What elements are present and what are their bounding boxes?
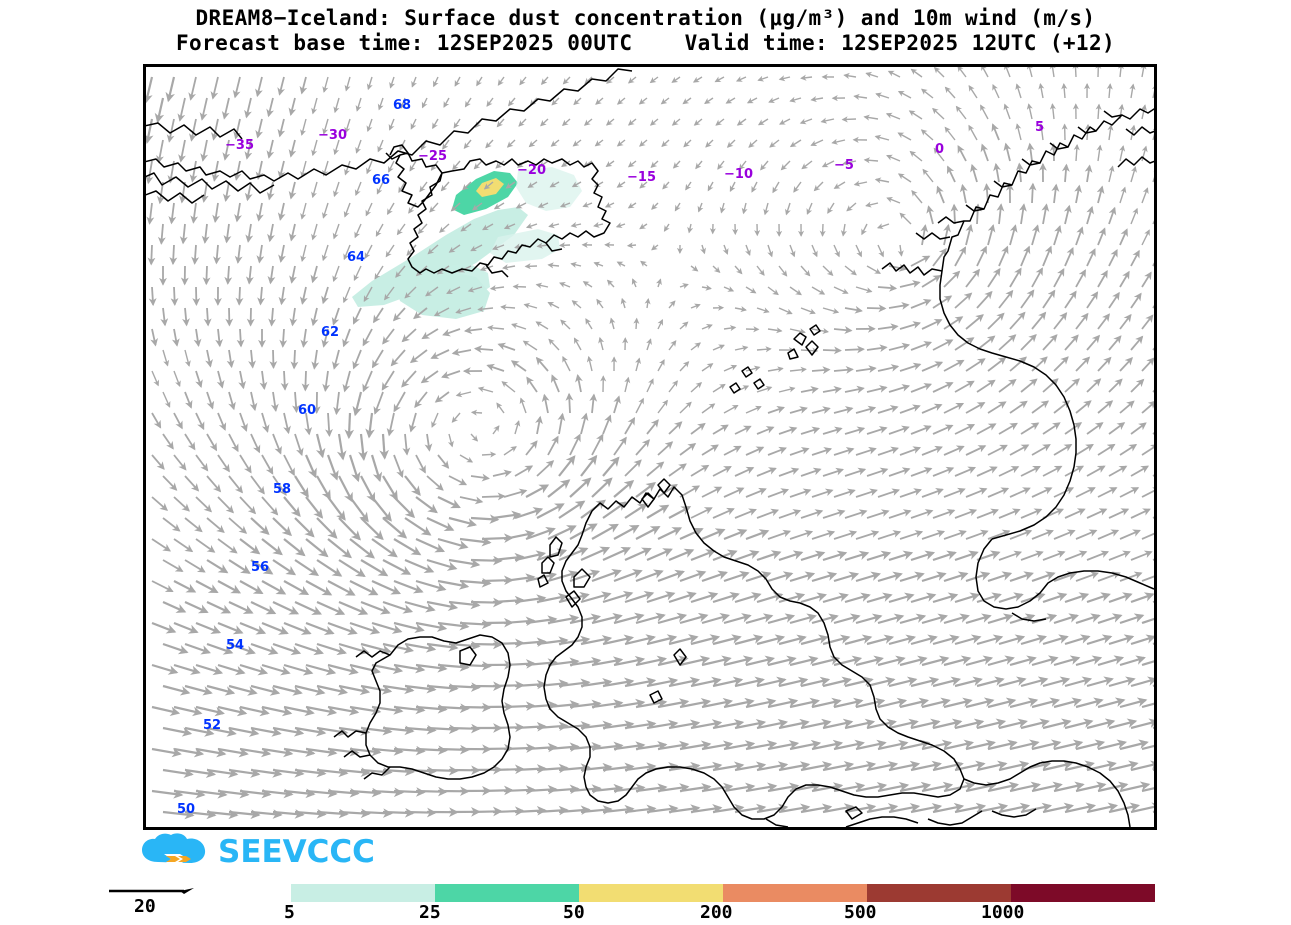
seevccc-logo[interactable]: SEEVCCC	[140, 832, 375, 874]
logo-text: SEEVCCC	[218, 834, 375, 870]
colorbar-tick: 1000	[981, 902, 1025, 923]
title-line-2: Forecast base time: 12SEP2025 00UTC Vali…	[175, 31, 1116, 55]
colorbar-tick: 25	[419, 902, 441, 923]
map-frame[interactable]: −35 −30 −25 −20 −15 −10 −5 0 5 68 66 64 …	[143, 64, 1157, 830]
colorbar-tick: 500	[844, 902, 877, 923]
colorbar-segment-50	[579, 884, 723, 902]
cloud-icon	[142, 833, 206, 864]
wind-vector-field	[146, 67, 1154, 820]
dust-colorbar[interactable]	[291, 884, 1155, 902]
coastline-layer	[146, 68, 1154, 827]
colorbar-segment-500	[867, 884, 1011, 902]
colorbar-segment-200	[723, 884, 867, 902]
colorbar-segment-25	[435, 884, 579, 902]
wind-reference-arrow	[109, 888, 194, 894]
title-line-1: DREAM8−Iceland: Surface dust concentrati…	[195, 6, 1096, 30]
map-canvas	[146, 67, 1154, 827]
colorbar-tick: 200	[700, 902, 733, 923]
chart-title: DREAM8−Iceland: Surface dust concentrati…	[0, 6, 1291, 56]
colorbar-tick: 50	[563, 902, 585, 923]
colorbar-tick: 5	[284, 902, 295, 923]
colorbar-segment-1000	[1011, 884, 1155, 902]
wind-reference-label: 20	[134, 896, 156, 917]
colorbar-segment-5	[291, 884, 435, 902]
